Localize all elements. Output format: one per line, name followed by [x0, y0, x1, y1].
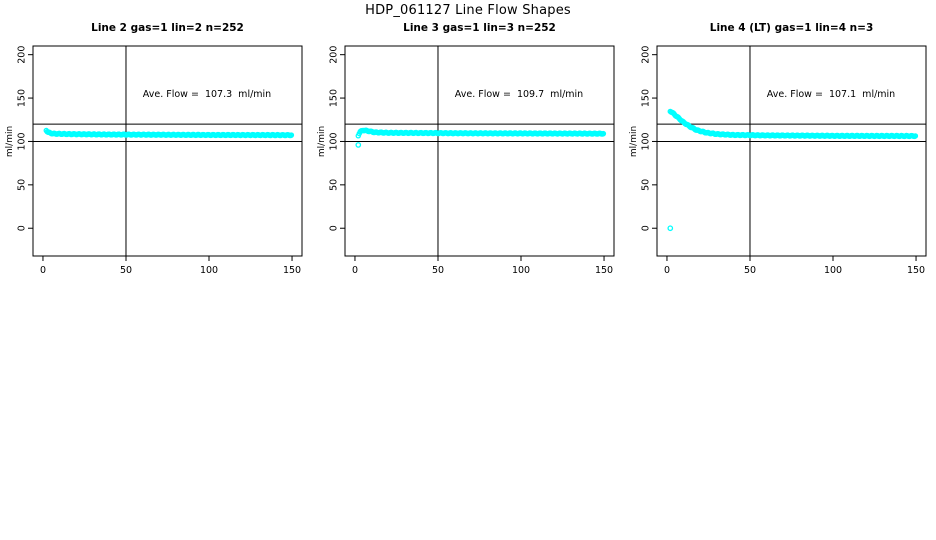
- panel-line-2: 0 50 100 150 0 50 100 150 200 ml/min Line 2 gas=1…: [0, 0, 312, 300]
- y-tick-label: 200: [640, 46, 651, 64]
- y-tick-label: 150: [328, 89, 339, 107]
- x-tick-label: 150: [283, 265, 301, 276]
- x-tick-label: 0: [664, 265, 670, 276]
- plot-area-line-2: 0 50 100 150 0 50 100 150 200 ml/min: [5, 45, 303, 276]
- x-tick-label: 150: [595, 265, 613, 276]
- y-tick-label: 50: [640, 179, 651, 191]
- data-point: [912, 133, 919, 139]
- data-point: [600, 130, 607, 137]
- x-tick-label: 50: [432, 265, 444, 276]
- panel-line-4: 0 50 100 150 0 50 100 150 200 ml/min Line 4 (LT) …: [624, 0, 936, 300]
- data-series: [667, 108, 919, 232]
- ave-flow-annotation: Ave. Flow = 109.7 ml/min: [454, 89, 584, 100]
- x-tick-label: 150: [907, 265, 925, 276]
- y-tick-label: 0: [328, 225, 339, 231]
- plot-box: [656, 45, 927, 257]
- y-tick-label: 100: [16, 132, 27, 150]
- y-tick-label: 50: [328, 179, 339, 191]
- plot-box: [344, 45, 615, 257]
- plot-area-line-3: 0 50 100 150 0 50 100 150 200 ml/min: [317, 45, 615, 276]
- figure-title: HDP_061127 Line Flow Shapes: [365, 3, 571, 18]
- data-point: [355, 142, 362, 148]
- panel-title: Line 4 (LT) gas=1 lin=4 n=3: [709, 22, 874, 34]
- plot-area-line-4: 0 50 100 150 0 50 100 150 200 ml/min: [629, 45, 927, 276]
- plot-box: [32, 45, 303, 257]
- x-tick-label: 50: [120, 265, 132, 276]
- ave-flow-annotation: Ave. Flow = 107.1 ml/min: [766, 89, 896, 100]
- y-tick-label: 150: [640, 89, 651, 107]
- panel-title: Line 2 gas=1 lin=2 n=252: [91, 22, 244, 34]
- x-tick-label: 50: [744, 265, 756, 276]
- ave-flow-annotation: Ave. Flow = 107.3 ml/min: [142, 89, 272, 100]
- panel-title: Line 3 gas=1 lin=3 n=252: [403, 22, 556, 34]
- x-tick-label: 0: [40, 265, 46, 276]
- y-tick-label: 200: [16, 46, 27, 64]
- y-axis-label: ml/min: [5, 126, 15, 157]
- data-point: [288, 132, 295, 138]
- y-tick-label: 100: [328, 132, 339, 150]
- data-series: [43, 127, 295, 139]
- data-point: [667, 225, 674, 232]
- y-tick-label: 100: [640, 132, 651, 150]
- x-tick-label: 100: [512, 265, 530, 276]
- panel-line-3: 0 50 100 150 0 50 100 150 200 ml/min Line 3 gas=1…: [312, 0, 624, 300]
- x-tick-label: 0: [352, 265, 358, 276]
- y-tick-label: 150: [16, 89, 27, 107]
- y-tick-label: 50: [16, 179, 27, 191]
- y-axis-label: ml/min: [317, 126, 327, 157]
- y-tick-label: 0: [16, 225, 27, 231]
- y-tick-label: 200: [328, 46, 339, 64]
- data-series: [355, 127, 607, 148]
- x-tick-label: 100: [200, 265, 218, 276]
- y-axis-label: ml/min: [629, 126, 639, 157]
- y-tick-label: 0: [640, 225, 651, 231]
- x-tick-label: 100: [824, 265, 842, 276]
